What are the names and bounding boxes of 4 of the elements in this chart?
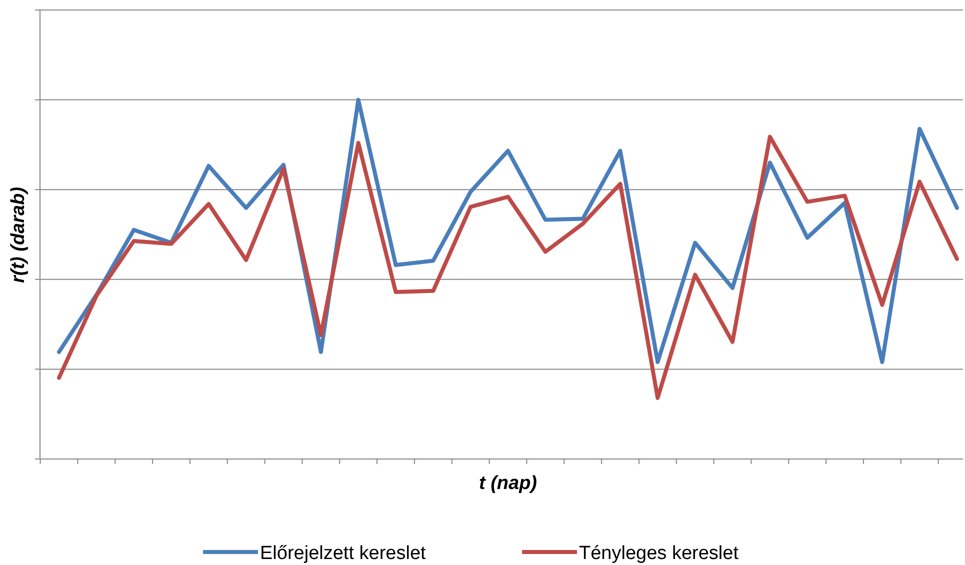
legend-label: Tényleges kereslet	[579, 543, 740, 564]
y-axis-title: r(t) (darab)	[8, 186, 29, 284]
x-axis-title: t (nap)	[478, 473, 538, 494]
legend-label: Előrejelzett kereslet	[260, 543, 427, 564]
